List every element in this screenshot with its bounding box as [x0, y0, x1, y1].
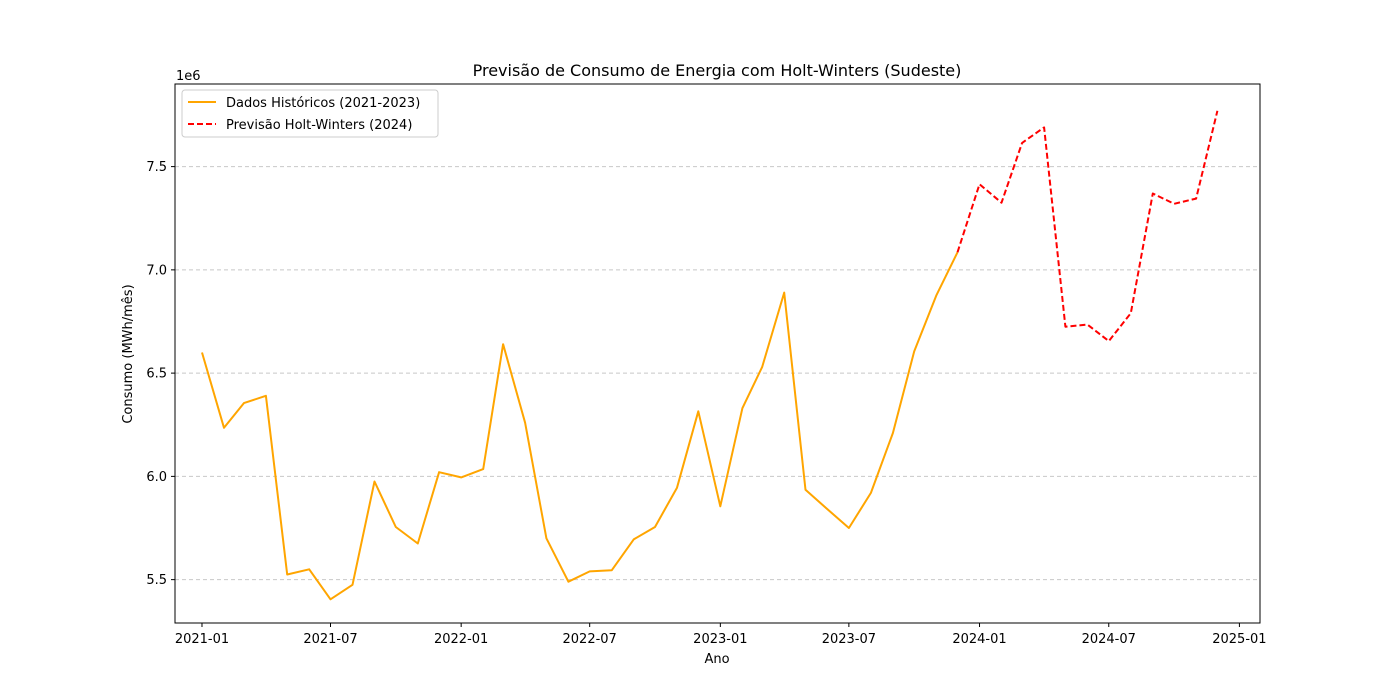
data-point — [1216, 110, 1218, 112]
data-point — [265, 395, 267, 397]
legend: Dados Históricos (2021-2023) Previsão Ho… — [181, 89, 439, 138]
x-axis-label: Ano — [704, 652, 729, 667]
data-point — [223, 427, 225, 429]
data-point — [374, 481, 376, 483]
data-point — [352, 584, 354, 586]
data-point — [201, 351, 203, 353]
y-tick-label: 5.5 — [146, 573, 167, 588]
data-point — [741, 407, 743, 409]
y-tick-label: 7.5 — [146, 160, 167, 175]
data-point — [957, 251, 959, 253]
data-point — [286, 573, 288, 575]
data-point — [1152, 192, 1154, 194]
legend-box — [181, 89, 439, 138]
y-tick-label: 7.0 — [146, 263, 167, 278]
data-point — [633, 538, 635, 540]
x-tick-label: 2025-01 — [1212, 632, 1266, 647]
data-point — [1086, 324, 1088, 326]
y-gridlines — [175, 166, 1260, 581]
y-axis-offset-label: 1e6 — [176, 69, 201, 84]
data-point — [654, 526, 656, 528]
data-point — [805, 489, 807, 491]
data-point — [243, 402, 245, 404]
data-point — [502, 343, 504, 345]
data-point — [589, 570, 591, 572]
data-point — [913, 350, 915, 352]
data-point — [460, 476, 462, 478]
x-tick-label: 2021-01 — [175, 632, 229, 647]
data-point — [697, 410, 699, 412]
data-point — [438, 471, 440, 473]
data-point — [482, 468, 484, 470]
data-point — [783, 292, 785, 294]
data-point — [395, 526, 397, 528]
data-point — [1064, 326, 1066, 328]
data-point — [1043, 126, 1045, 128]
x-tick-label: 2021-07 — [303, 632, 357, 647]
data-point — [870, 492, 872, 494]
data-point — [892, 432, 894, 434]
data-point — [1195, 198, 1197, 200]
y-tick-label: 6.0 — [146, 470, 167, 485]
data-point — [1001, 202, 1003, 204]
data-point — [827, 508, 829, 510]
y-axis-label: Consumo (MWh/mês) — [121, 284, 136, 423]
data-point — [848, 527, 850, 529]
series-line-historical — [201, 251, 959, 601]
data-point — [524, 422, 526, 424]
series-lines — [201, 110, 1219, 601]
series-line-forecast — [956, 110, 1219, 343]
legend-label-forecast: Previsão Holt-Winters (2024) — [226, 118, 412, 133]
data-point — [719, 505, 721, 507]
x-tick-label: 2022-07 — [563, 632, 617, 647]
chart-title: Previsão de Consumo de Energia com Holt-… — [473, 61, 962, 80]
y-axis-ticks: 5.5 6.0 6.5 7.0 7.5 — [146, 160, 175, 588]
plot-area-frame — [174, 83, 1261, 624]
data-point — [761, 366, 763, 368]
data-point — [545, 537, 547, 539]
data-point — [417, 542, 419, 544]
data-point — [308, 568, 310, 570]
data-point — [1173, 203, 1175, 205]
x-tick-label: 2024-07 — [1082, 632, 1136, 647]
x-axis-ticks: 2021-01 2021-07 2022-01 2022-07 2023-01 2023-… — [175, 623, 1267, 647]
data-point — [979, 183, 981, 185]
x-tick-label: 2022-01 — [434, 632, 488, 647]
x-tick-label: 2024-01 — [952, 632, 1006, 647]
x-tick-label: 2023-07 — [822, 632, 876, 647]
x-tick-label: 2023-01 — [693, 632, 747, 647]
data-point — [935, 295, 937, 297]
y-tick-label: 6.5 — [146, 367, 167, 382]
data-point — [567, 581, 569, 583]
data-point — [1108, 340, 1110, 342]
legend-label-historical: Dados Históricos (2021-2023) — [226, 96, 420, 111]
data-point — [1130, 312, 1132, 314]
data-point — [330, 598, 332, 600]
data-point — [611, 569, 613, 571]
data-point — [1021, 142, 1023, 144]
data-point — [676, 487, 678, 489]
